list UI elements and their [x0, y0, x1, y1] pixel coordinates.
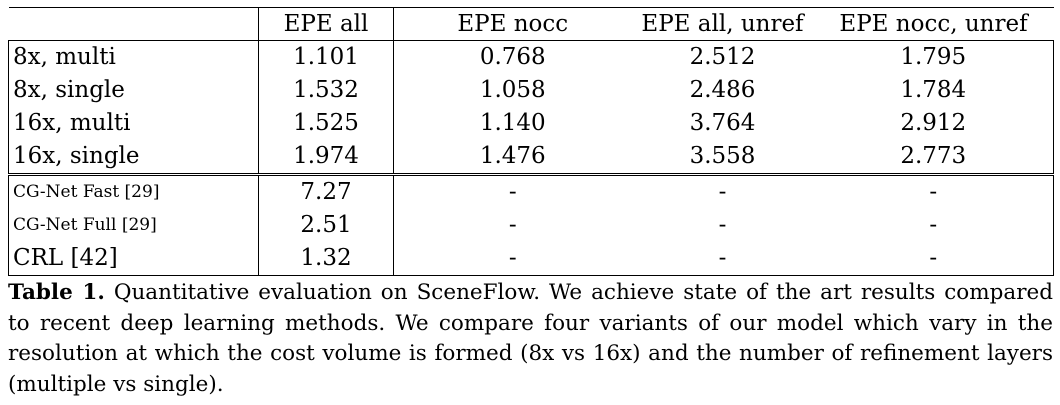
table-cell: -: [813, 242, 1054, 276]
table-caption: Table 1. Quantitative evaluation on Scen…: [8, 278, 1053, 400]
table-row: 16x, single 1.974 1.476 3.558 2.773: [8, 140, 1054, 175]
table-cell: 0.768: [393, 40, 632, 74]
caption-label: Table 1.: [8, 280, 105, 305]
row-label: CRL [42]: [8, 242, 259, 276]
table-cell: 2.912: [813, 107, 1054, 140]
table-cell: 1.974: [258, 140, 394, 175]
table-cell: 1.140: [479, 110, 546, 136]
table-cell: 1.795: [813, 40, 1054, 74]
table-cell: 3.558: [689, 143, 756, 169]
row-label: CG-Net Fast [29]: [8, 173, 259, 209]
table-row: CRL [42] 1.32 - - -: [8, 242, 1054, 276]
col-header-epe-all: EPE all: [258, 7, 394, 41]
table-cell: -: [813, 209, 1054, 242]
results-table: EPE all EPE nocc EPE all, unref EPE nocc…: [8, 7, 1054, 276]
table-cell: 1.32: [258, 242, 394, 276]
header-row: EPE all EPE nocc EPE all, unref EPE nocc…: [8, 7, 1054, 41]
table-cell: -: [631, 173, 814, 209]
row-label: 16x, single: [8, 140, 259, 175]
table-row: CG-Net Fast [29] 7.27 - - -: [8, 173, 1054, 209]
corner-cell: [8, 7, 259, 41]
caption-text: Quantitative evaluation on SceneFlow. We…: [8, 280, 1053, 397]
table-cell: -: [393, 242, 632, 276]
table-cell: 7.27: [258, 173, 394, 209]
table-cell: -: [813, 173, 1054, 209]
table-row: CG-Net Full [29] 2.51 - - -: [8, 209, 1054, 242]
table-cell: 3.764: [689, 110, 756, 136]
table-cell: 2.512: [631, 40, 814, 74]
col-header-epe-all-unref: EPE all, unref: [631, 7, 814, 41]
table-cell: 2.486: [689, 77, 756, 103]
col-header-epe-nocc: EPE nocc: [393, 7, 632, 41]
row-label: CG-Net Full [29]: [8, 209, 259, 242]
table-cell: -: [631, 242, 814, 276]
table-cell: 2.51: [258, 209, 394, 242]
table-cell: 1.784: [813, 74, 1054, 107]
table-cell: -: [718, 212, 727, 238]
table-cell: 1.476: [479, 143, 546, 169]
table-row: 8x, single 1.532 1.058 2.486 1.784: [8, 74, 1054, 107]
table-cell: 1.532: [258, 74, 394, 107]
table-cell: 1.101: [258, 40, 394, 74]
table-cell: 2.773: [813, 140, 1054, 175]
row-label: 16x, multi: [8, 107, 259, 140]
table-cell: 1.058: [479, 77, 546, 103]
table-cell: -: [393, 173, 632, 209]
table-row: 8x, multi 1.101 0.768 2.512 1.795: [8, 40, 1054, 74]
row-label: 8x, multi: [8, 40, 259, 74]
col-header-epe-nocc-unref: EPE nocc, unref: [813, 7, 1054, 41]
table-cell: 1.525: [258, 107, 394, 140]
table-row: 16x, multi 1.525 1.140 3.764 2.912: [8, 107, 1054, 140]
table-cell: -: [508, 212, 517, 238]
row-label: 8x, single: [8, 74, 259, 107]
